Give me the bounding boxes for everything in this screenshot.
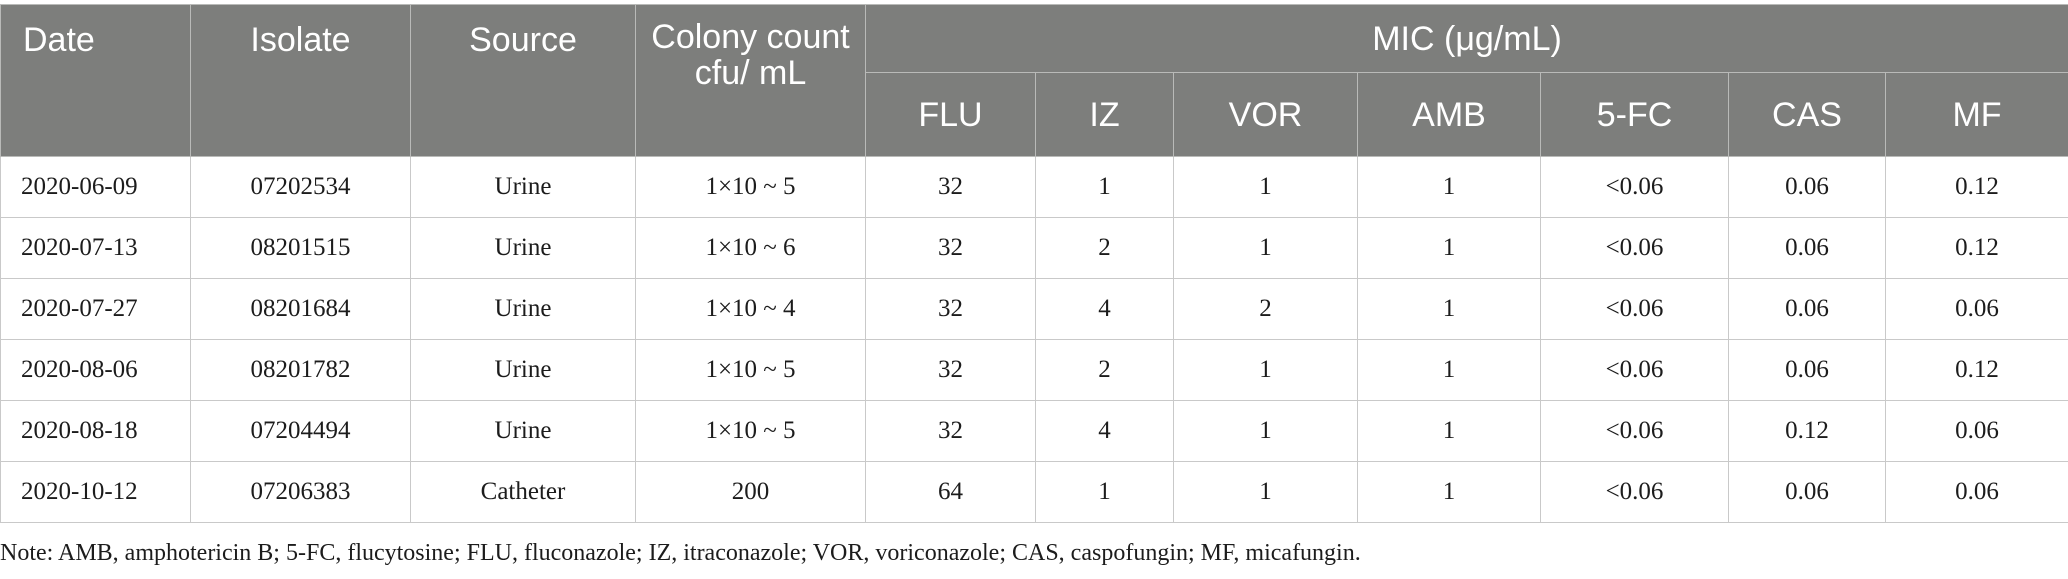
cell-isolate: 07204494 — [190, 400, 411, 462]
cell-flu: 64 — [865, 461, 1036, 523]
cell-cas: 0.06 — [1728, 461, 1886, 523]
cell-isolate: 08201684 — [190, 278, 411, 340]
cell-source: Catheter — [410, 461, 636, 523]
cell-date: 2020-07-13 — [0, 217, 191, 279]
cell-source: Urine — [410, 339, 636, 401]
cell-mf: 0.06 — [1884, 400, 2068, 462]
cell-5fc: <0.06 — [1540, 339, 1729, 401]
mic-table: Date Isolate Source Colony count cfu/ mL… — [0, 4, 2068, 523]
cell-source: Urine — [410, 278, 636, 340]
column-header-mf: MF — [1884, 72, 2068, 157]
cell-date: 2020-07-27 — [0, 278, 191, 340]
cell-flu: 32 — [865, 156, 1036, 218]
table-row: 2020-10-12 07206383 Catheter 200 64 1 1 … — [0, 461, 2068, 523]
cell-source: Urine — [410, 156, 636, 218]
cell-colony-count: 1×10 ~ 6 — [635, 217, 866, 279]
cell-vor: 1 — [1173, 400, 1358, 462]
cell-isolate: 07202534 — [190, 156, 411, 218]
cell-source: Urine — [410, 400, 636, 462]
column-header-vor: VOR — [1173, 72, 1358, 157]
column-header-iz: IZ — [1035, 72, 1174, 157]
table-row: 2020-06-09 07202534 Urine 1×10 ~ 5 32 1 … — [0, 156, 2068, 218]
cell-5fc: <0.06 — [1540, 217, 1729, 279]
cell-colony-count: 1×10 ~ 5 — [635, 156, 866, 218]
cell-flu: 32 — [865, 339, 1036, 401]
column-header-date: Date — [0, 4, 191, 157]
cell-amb: 1 — [1357, 217, 1541, 279]
cell-vor: 1 — [1173, 461, 1358, 523]
cell-flu: 32 — [865, 278, 1036, 340]
table-footnote: Note: AMB, amphotericin B; 5-FC, flucyto… — [0, 540, 1361, 566]
cell-isolate: 08201515 — [190, 217, 411, 279]
column-header-source: Source — [410, 4, 636, 157]
cell-amb: 1 — [1357, 339, 1541, 401]
cell-date: 2020-08-06 — [0, 339, 191, 401]
cell-mf: 0.12 — [1884, 339, 2068, 401]
cell-cas: 0.06 — [1728, 339, 1886, 401]
column-header-5fc: 5-FC — [1540, 72, 1729, 157]
table-row: 2020-07-27 08201684 Urine 1×10 ~ 4 32 4 … — [0, 278, 2068, 340]
cell-mf: 0.12 — [1884, 156, 2068, 218]
table-body: 2020-06-09 07202534 Urine 1×10 ~ 5 32 1 … — [0, 156, 2068, 523]
column-header-mic: MIC (μg/mL) — [864, 4, 2068, 73]
cell-iz: 2 — [1035, 217, 1174, 279]
table-row: 2020-08-18 07204494 Urine 1×10 ~ 5 32 4 … — [0, 400, 2068, 462]
column-header-amb: AMB — [1357, 72, 1541, 157]
cell-flu: 32 — [865, 217, 1036, 279]
cell-mf: 0.06 — [1884, 461, 2068, 523]
cell-colony-count: 1×10 ~ 5 — [635, 339, 866, 401]
cell-date: 2020-06-09 — [0, 156, 191, 218]
cell-iz: 4 — [1035, 400, 1174, 462]
table-row: 2020-07-13 08201515 Urine 1×10 ~ 6 32 2 … — [0, 217, 2068, 279]
cell-iz: 1 — [1035, 156, 1174, 218]
cell-isolate: 08201782 — [190, 339, 411, 401]
cell-amb: 1 — [1357, 400, 1541, 462]
cell-iz: 4 — [1035, 278, 1174, 340]
cell-5fc: <0.06 — [1540, 156, 1729, 218]
cell-vor: 1 — [1173, 156, 1358, 218]
cell-colony-count: 200 — [635, 461, 866, 523]
cell-5fc: <0.06 — [1540, 278, 1729, 340]
cell-amb: 1 — [1357, 461, 1541, 523]
cell-amb: 1 — [1357, 156, 1541, 218]
cell-date: 2020-08-18 — [0, 400, 191, 462]
cell-cas: 0.06 — [1728, 278, 1886, 340]
cell-flu: 32 — [865, 400, 1036, 462]
table-header: Date Isolate Source Colony count cfu/ mL… — [0, 4, 2068, 157]
cell-mf: 0.12 — [1884, 217, 2068, 279]
table-row: 2020-08-06 08201782 Urine 1×10 ~ 5 32 2 … — [0, 339, 2068, 401]
cell-date: 2020-10-12 — [0, 461, 191, 523]
header-row-drugs: FLU IZ VOR AMB 5-FC CAS MF — [1, 72, 2068, 157]
cell-5fc: <0.06 — [1540, 461, 1729, 523]
column-header-cas: CAS — [1728, 72, 1886, 157]
column-header-flu: FLU — [865, 72, 1036, 157]
cell-cas: 0.06 — [1728, 217, 1886, 279]
cell-cas: 0.06 — [1728, 156, 1886, 218]
column-header-colony-count: Colony count cfu/ mL — [635, 4, 866, 157]
cell-iz: 2 — [1035, 339, 1174, 401]
cell-isolate: 07206383 — [190, 461, 411, 523]
column-header-isolate: Isolate — [190, 4, 411, 157]
header-row-top: Date Isolate Source Colony count cfu/ mL… — [0, 4, 2068, 157]
cell-amb: 1 — [1357, 278, 1541, 340]
cell-vor: 1 — [1173, 217, 1358, 279]
cell-colony-count: 1×10 ~ 4 — [635, 278, 866, 340]
cell-vor: 2 — [1173, 278, 1358, 340]
cell-vor: 1 — [1173, 339, 1358, 401]
cell-source: Urine — [410, 217, 636, 279]
cell-iz: 1 — [1035, 461, 1174, 523]
cell-cas: 0.12 — [1728, 400, 1886, 462]
cell-5fc: <0.06 — [1540, 400, 1729, 462]
cell-mf: 0.06 — [1884, 278, 2068, 340]
cell-colony-count: 1×10 ~ 5 — [635, 400, 866, 462]
